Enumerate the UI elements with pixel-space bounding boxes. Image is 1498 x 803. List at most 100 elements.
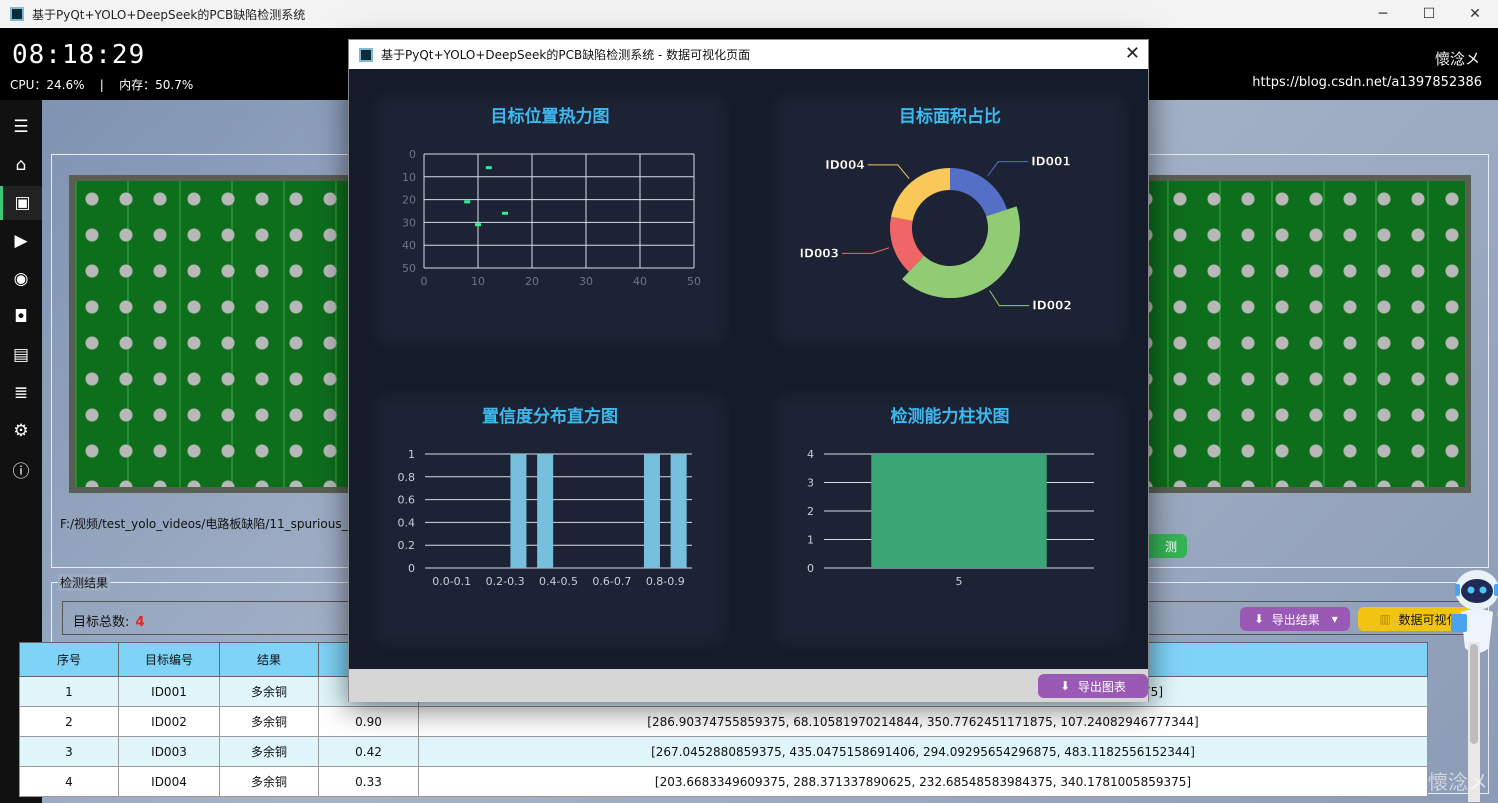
capability-bar-chart: 0 1 2 3 4 5 xyxy=(807,448,1094,588)
cell: [286.90374755859375, 68.10581970214844, … xyxy=(418,706,1428,737)
settings-icon[interactable]: ⚙ xyxy=(13,421,29,441)
info-icon[interactable]: ⓘ xyxy=(12,461,30,482)
y-tick-label: 0.6 xyxy=(398,494,416,507)
x-tick-label: 0.0-0.1 xyxy=(432,575,471,588)
bar xyxy=(510,454,527,568)
col-header-id[interactable]: 目标编号 xyxy=(118,642,220,677)
heat-point xyxy=(485,166,492,170)
y-tick-label: 0.8 xyxy=(398,471,416,484)
chart-title: 置信度分布直方图 xyxy=(482,407,618,427)
y-tick-label: 3 xyxy=(807,477,814,490)
webcam-icon[interactable]: ◉ xyxy=(13,269,29,289)
window-titlebar: 基于PyQt+YOLO+DeepSeek的PCB缺陷检测系统 ─ ☐ ✕ xyxy=(0,0,1498,28)
cell: 1 xyxy=(19,676,119,707)
y-tick-label: 30 xyxy=(402,216,416,229)
y-tick-label: 1 xyxy=(408,448,415,461)
pie-slice xyxy=(890,216,924,272)
username: 懷淰メ xyxy=(1434,50,1480,68)
histogram-chart: 0 0.2 0.4 0.6 0.8 1 0.0-0.1 0.2-0.3 0.4-0.5 0.6-0… xyxy=(398,448,692,588)
status-separator: | xyxy=(99,78,104,92)
cell: 3 xyxy=(19,736,119,767)
x-tick-label: 0.6-0.7 xyxy=(592,575,631,588)
y-tick-label: 0 xyxy=(408,562,415,575)
chevron-down-icon[interactable]: ▾ xyxy=(1331,612,1338,626)
cell: ID003 xyxy=(118,736,220,767)
cpu-usage: CPU：24.6% xyxy=(10,78,85,92)
results-title: 检测结果 xyxy=(58,574,111,591)
bar-chart-icon: ▥ xyxy=(1379,612,1399,626)
heatmap-chart: 0 10 20 30 40 50 0 10 20 30 40 50 xyxy=(402,148,701,288)
col-header-result[interactable]: 结果 xyxy=(219,642,319,677)
close-icon[interactable]: ✕ xyxy=(1469,6,1481,22)
dialog-titlebar: 基于PyQt+YOLO+DeepSeek的PCB缺陷检测系统 - 数据可视化页面… xyxy=(349,40,1148,69)
cell: [267.0452880859375, 435.0475158691406, 2… xyxy=(418,736,1428,767)
cell: 0.90 xyxy=(318,706,419,737)
blog-url[interactable]: https://blog.csdn.net/a1397852386 xyxy=(1252,75,1482,90)
heat-point xyxy=(502,211,508,215)
table-row[interactable]: 4 ID004 多余铜 0.33 [203.6683349609375, 288… xyxy=(19,766,1428,797)
home-icon[interactable]: ⌂ xyxy=(15,155,27,175)
cell: 2 xyxy=(19,706,119,737)
file-path: F:/视频/test_yolo_videos/电路板缺陷/11_spurious… xyxy=(60,517,360,531)
y-tick-label: 50 xyxy=(402,262,416,275)
video-icon[interactable]: ▶ xyxy=(14,231,28,251)
y-tick-label: 4 xyxy=(807,448,814,461)
x-tick-label: 30 xyxy=(579,275,593,288)
minimize-icon[interactable]: ─ xyxy=(1378,6,1388,22)
cell: 0.42 xyxy=(318,736,419,767)
y-tick-label: 0.2 xyxy=(398,539,416,552)
x-tick-label: 0.8-0.9 xyxy=(646,575,685,588)
window-title: 基于PyQt+YOLO+DeepSeek的PCB缺陷检测系统 xyxy=(32,7,306,22)
bar xyxy=(537,454,554,568)
table-row[interactable]: 3 ID003 多余铜 0.42 [267.0452880859375, 435… xyxy=(19,736,1428,767)
app-icon xyxy=(10,7,24,21)
maximize-icon[interactable]: ☐ xyxy=(1422,6,1436,22)
camera-icon[interactable]: ◘ xyxy=(14,307,28,327)
image-icon[interactable]: ▣ xyxy=(0,186,42,220)
bar xyxy=(670,454,687,568)
database-icon[interactable]: ≣ xyxy=(13,383,29,403)
col-header-index[interactable]: 序号 xyxy=(19,642,119,677)
menu-icon[interactable]: ☰ xyxy=(13,117,29,137)
pie-label: ID003 xyxy=(800,246,839,260)
heat-point xyxy=(475,223,481,227)
pie-label: ID004 xyxy=(825,158,864,172)
donut-chart: ID001 ID002 ID003 ID004 xyxy=(799,154,1072,313)
heat-point xyxy=(464,200,471,204)
y-tick-label: 1 xyxy=(807,534,814,547)
cell: ID002 xyxy=(118,706,220,737)
y-tick-label: 0 xyxy=(409,148,416,161)
cell: 0.33 xyxy=(318,766,419,797)
pie-leader-line xyxy=(989,290,1030,307)
pie-slice xyxy=(950,168,1008,217)
scrollbar-thumb[interactable] xyxy=(1470,644,1478,744)
chart-icon[interactable]: ▤ xyxy=(12,345,30,365)
y-tick-label: 20 xyxy=(402,194,416,207)
export-results-button[interactable]: ⬇ 导出结果 ▾ xyxy=(1240,607,1350,631)
total-label: 目标总数: xyxy=(73,615,130,630)
table-scrollbar[interactable] xyxy=(1468,642,1480,802)
x-tick-label: 5 xyxy=(956,575,963,588)
pie-label: ID001 xyxy=(1031,155,1070,169)
dialog-body: 目标位置热力图 0 10 20 30 40 50 0 10 20 30 40 50 目标面积占比 ID… xyxy=(349,69,1148,669)
pie-leader-line xyxy=(867,164,910,180)
y-tick-label: 10 xyxy=(402,171,416,184)
cell: ID001 xyxy=(118,676,220,707)
cell: 多余铜 xyxy=(219,736,319,767)
pie-leader-line xyxy=(987,161,1029,177)
system-status: CPU：24.6% | 内存：50.7% xyxy=(10,76,193,93)
x-tick-label: 20 xyxy=(525,275,539,288)
clock: 08:18:29 xyxy=(12,40,146,70)
pie-label: ID002 xyxy=(1032,299,1071,313)
memory-usage: 内存：50.7% xyxy=(119,78,194,92)
download-icon: ⬇ xyxy=(1254,612,1272,626)
y-tick-label: 0.4 xyxy=(398,516,416,529)
pie-card: 目标面积占比 ID001 ID002 ID003 ID004 xyxy=(770,90,1130,350)
y-tick-label: 0 xyxy=(807,562,814,575)
table-row[interactable]: 2 ID002 多余铜 0.90 [286.90374755859375, 68… xyxy=(19,706,1428,737)
heatmap-card: 目标位置热力图 0 10 20 30 40 50 0 10 20 30 40 50 xyxy=(370,90,730,350)
close-icon[interactable]: ✕ xyxy=(1124,43,1140,64)
bar xyxy=(871,454,1047,568)
export-charts-button[interactable]: ⬇ 导出图表 xyxy=(1038,674,1148,698)
total-count: 4 xyxy=(135,615,145,630)
